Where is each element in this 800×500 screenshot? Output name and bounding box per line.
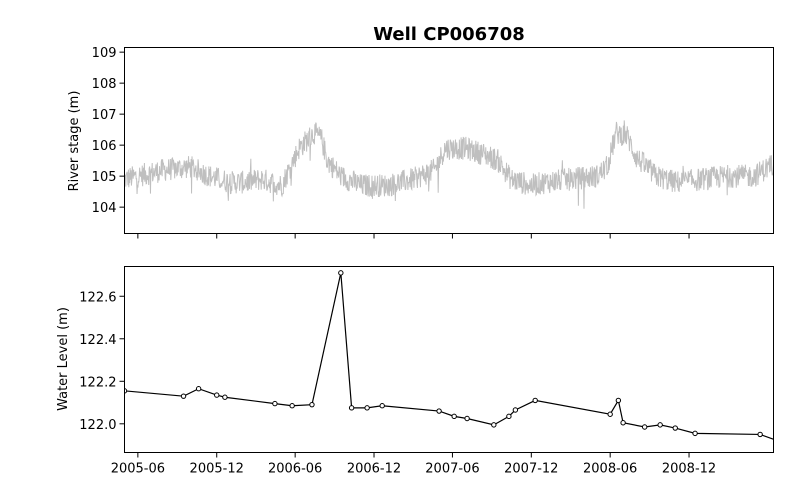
water-level-point [214, 392, 220, 398]
water-level-point [607, 411, 613, 417]
water-level-point [692, 430, 698, 437]
water-level-point [620, 420, 626, 426]
river-stage-x-axis [137, 233, 690, 239]
water-level-point [464, 415, 470, 422]
river-stage-y-tick-label: 108 [92, 77, 117, 92]
water-level-y-tick-label: 122.2 [79, 375, 116, 390]
river-stage-y-tick-label: 105 [92, 170, 117, 185]
water-level-point [272, 400, 278, 407]
river-stage-series [124, 120, 774, 209]
water-level-x-tick-label: 2005-12 [190, 462, 244, 477]
river-stage-y-axis: 104 105 106 107 108 109 [92, 46, 125, 216]
water-level-point [180, 393, 187, 399]
water-level-x-tick-label: 2007-12 [504, 462, 558, 477]
water-level-point [506, 413, 512, 420]
water-level-point [309, 401, 315, 408]
water-level-y-tick-label: 122.6 [79, 290, 116, 305]
water-level-point [364, 405, 370, 411]
water-level-point [289, 403, 295, 409]
figure-title: Well CP006708 [373, 24, 525, 45]
river-stage-y-tick-label: 109 [92, 46, 117, 61]
water-level-y-tick-label: 122.4 [79, 333, 116, 348]
river-stage-frame [124, 47, 774, 234]
river-stage-panel: 104 105 106 107 108 109 River stage (m) [67, 46, 774, 239]
water-level-y-label: Water Level (m) [56, 307, 71, 411]
water-level-point [379, 403, 385, 409]
water-level-point [641, 424, 648, 430]
river-stage-y-label: River stage (m) [67, 91, 82, 192]
water-level-point [436, 408, 442, 414]
river-stage-y-tick-label: 106 [92, 139, 117, 154]
water-level-point [657, 422, 663, 428]
water-level-panel: 122.0 122.2 122.4 122.6 2005-06 2005-12 2006-… [56, 266, 774, 477]
river-stage-line [124, 120, 774, 209]
water-level-point [757, 431, 763, 438]
water-level-frame [124, 266, 774, 453]
water-level-x-tick-label: 2005-06 [111, 462, 165, 477]
water-level-series [124, 270, 774, 440]
water-level-y-tick-label: 122.0 [79, 418, 116, 433]
water-level-point [512, 407, 519, 413]
water-level-point [338, 270, 344, 276]
water-level-x-tick-label: 2008-06 [583, 462, 637, 477]
water-level-point [348, 405, 355, 411]
water-level-point [615, 397, 622, 404]
river-stage-y-tick-label: 107 [92, 108, 117, 123]
water-level-x-tick-label: 2008-12 [662, 462, 716, 477]
water-level-x-tick-label: 2006-12 [347, 462, 401, 477]
water-level-x-axis: 2005-06 2005-12 2006-06 2006-12 2007-06 2007-… [111, 452, 716, 477]
water-level-point [451, 413, 457, 420]
water-level-x-tick-label: 2007-06 [425, 462, 479, 477]
water-level-point [222, 394, 228, 400]
water-level-point [195, 386, 202, 392]
river-stage-y-tick-label: 104 [92, 201, 117, 216]
water-level-point [491, 422, 497, 428]
water-level-y-axis: 122.0 122.2 122.4 122.6 [79, 290, 125, 433]
water-level-point [532, 397, 538, 404]
water-level-x-tick-label: 2006-06 [268, 462, 322, 477]
water-level-point [672, 425, 678, 431]
